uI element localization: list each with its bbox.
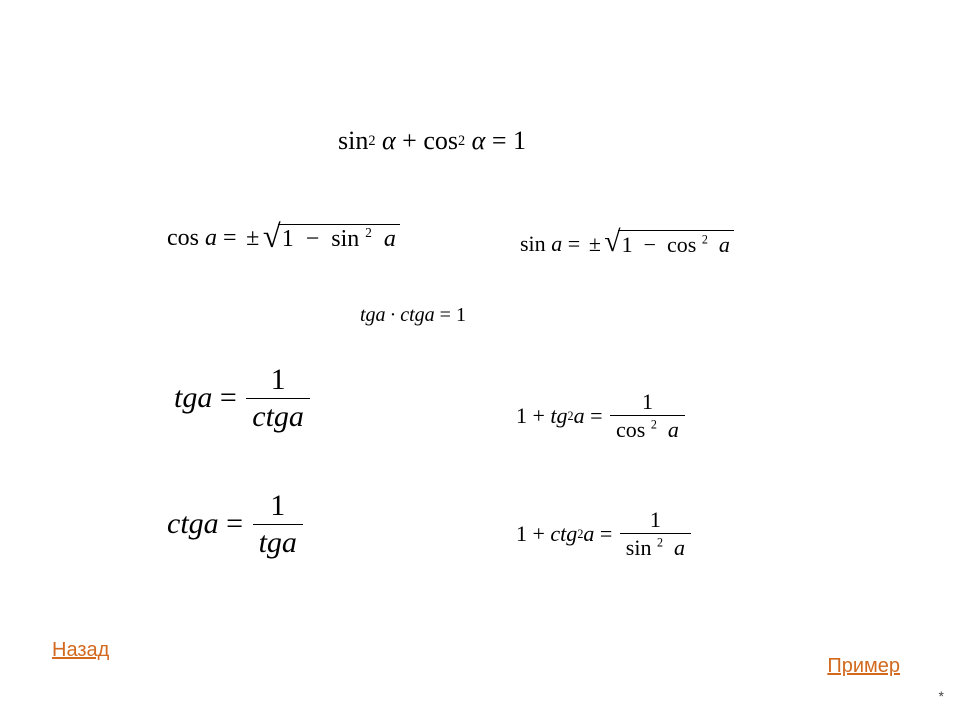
equals: = <box>440 304 451 327</box>
formula-tg-ctg-product: tga · ctga = 1 <box>360 304 466 327</box>
minus: − <box>306 226 320 252</box>
formula-ctga-recip: ctga = 1 tga <box>167 490 305 558</box>
numerator: 1 <box>264 490 291 522</box>
numerator: 1 <box>636 390 659 413</box>
ctga: ctga <box>400 304 434 327</box>
alpha: α <box>382 126 396 156</box>
equals: = <box>600 521 612 547</box>
sin-label: sin <box>338 126 368 156</box>
one: 1 <box>456 304 466 327</box>
formula-csc-identity: 1 + ctg 2 a = 1 sin 2 a <box>516 508 693 559</box>
equals: = <box>220 381 237 415</box>
one: 1 <box>516 403 527 429</box>
fraction-bar <box>253 524 303 525</box>
exp-2: 2 <box>657 536 663 550</box>
denominator: tga <box>253 527 303 559</box>
formula-cos-from-sin: cos a = ± √ 1 − sin 2 a <box>167 224 400 253</box>
ctg: ctg <box>550 521 577 547</box>
exp-2: 2 <box>651 418 657 432</box>
cos-label: cos <box>667 232 696 257</box>
fraction: 1 ctga <box>246 364 310 432</box>
link-back[interactable]: Назад <box>52 639 109 662</box>
plus: + <box>533 403 545 429</box>
cos-label: cos <box>423 126 458 156</box>
one: 1 <box>622 232 633 257</box>
sqrt: √ 1 − cos 2 a <box>604 230 734 258</box>
fraction-bar <box>620 533 691 534</box>
var-a: a <box>674 535 685 560</box>
equals: = <box>568 231 580 257</box>
minus: − <box>644 232 656 257</box>
link-example[interactable]: Пример <box>827 655 900 678</box>
fraction: 1 tga <box>253 490 303 558</box>
var-a: a <box>719 232 730 257</box>
formula-pythagorean: sin 2 α + cos 2 α = 1 <box>338 126 526 156</box>
equals: = <box>226 507 243 541</box>
sin-label: sin <box>520 231 546 257</box>
numerator: 1 <box>644 508 667 531</box>
denominator: ctga <box>246 401 310 433</box>
one: 1 <box>282 226 294 252</box>
ctga: ctga <box>167 507 219 541</box>
exp-2: 2 <box>702 233 708 247</box>
cos-label: cos <box>616 417 645 442</box>
formula-sin-from-cos: sin a = ± √ 1 − cos 2 a <box>520 230 734 258</box>
var-a: a <box>583 521 594 547</box>
fraction: 1 sin 2 a <box>620 508 691 559</box>
tga: tga <box>360 304 386 327</box>
exp-2: 2 <box>365 225 372 240</box>
formula-tga-recip: tga = 1 ctga <box>174 364 312 432</box>
equals: = <box>492 126 507 156</box>
plus: + <box>402 126 417 156</box>
cos-label: cos <box>167 225 199 252</box>
plus-minus: ± <box>246 225 259 252</box>
sqrt: √ 1 − sin 2 a <box>263 224 400 253</box>
var-a: a <box>574 403 585 429</box>
var-a: a <box>668 417 679 442</box>
fraction-bar <box>610 415 685 416</box>
plus: + <box>533 521 545 547</box>
sin-label: sin <box>626 535 652 560</box>
var-a: a <box>551 231 562 257</box>
page-number: * <box>939 688 944 704</box>
bar-dark <box>0 714 540 720</box>
equals: = <box>590 403 602 429</box>
numerator: 1 <box>265 364 292 396</box>
tg: tg <box>550 403 567 429</box>
fraction-bar <box>246 398 310 399</box>
alpha: α <box>472 126 486 156</box>
one: 1 <box>513 126 526 156</box>
slide: { "colors": { "background": "#ffffff", "… <box>0 0 960 720</box>
cdot: · <box>390 304 397 327</box>
var-a: a <box>384 226 396 252</box>
formula-sec-identity: 1 + tg 2 a = 1 cos 2 a <box>516 390 687 441</box>
sin-label: sin <box>331 226 359 252</box>
equals: = <box>223 225 237 252</box>
plus-minus: ± <box>589 231 601 257</box>
tga: tga <box>174 381 212 415</box>
fraction: 1 cos 2 a <box>610 390 685 441</box>
var-a: a <box>205 225 217 252</box>
one: 1 <box>516 521 527 547</box>
